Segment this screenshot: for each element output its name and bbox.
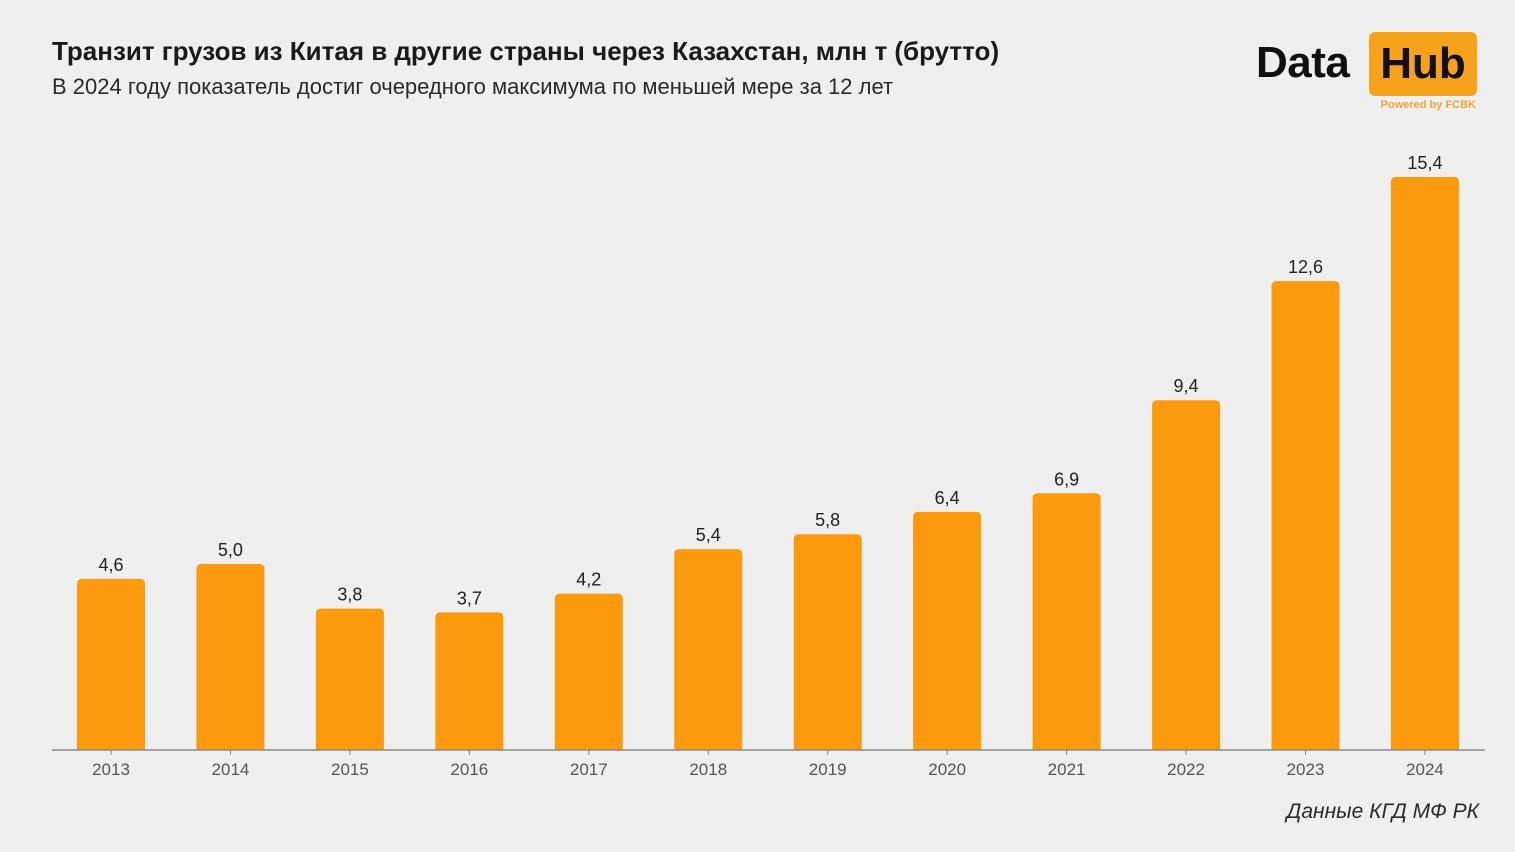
data-label: 5,8 (815, 510, 840, 530)
datahub-logo: Data Hub Powered by FCBK (1256, 32, 1480, 114)
data-label: 3,8 (337, 585, 362, 605)
data-label: 4,2 (576, 570, 601, 590)
x-tick-label: 2021 (1048, 760, 1086, 779)
chart-title: Транзит грузов из Китая в другие страны … (52, 36, 1000, 66)
x-tick-label: 2018 (689, 760, 727, 779)
x-tick-label: 2015 (331, 760, 369, 779)
bar (1390, 177, 1459, 750)
x-tick-label: 2017 (570, 760, 608, 779)
x-tick-label: 2013 (92, 760, 130, 779)
bar (674, 549, 743, 750)
data-label: 6,9 (1054, 469, 1079, 489)
bar (554, 593, 623, 750)
logo-word-hub: Hub (1369, 32, 1477, 96)
bar (1032, 493, 1101, 750)
x-tick-label: 2019 (809, 760, 847, 779)
logo-word-data: Data (1256, 38, 1350, 87)
x-tick-label: 2024 (1406, 760, 1444, 779)
x-tick-label: 2020 (928, 760, 966, 779)
x-tick-label: 2023 (1287, 760, 1325, 779)
data-label: 6,4 (935, 488, 960, 508)
x-tick-label: 2014 (212, 760, 250, 779)
bar (913, 511, 982, 750)
logo-powered-by: Powered by FCBK (1380, 99, 1476, 111)
data-label: 5,4 (696, 525, 721, 545)
bar (77, 578, 145, 750)
data-label: 12,6 (1288, 257, 1323, 277)
data-label: 3,7 (457, 588, 482, 608)
data-label: 9,4 (1174, 376, 1199, 396)
data-label: 15,4 (1407, 153, 1442, 173)
chart-subtitle: В 2024 году показатель достиг очередного… (52, 74, 894, 99)
bar (196, 563, 265, 750)
x-tick-label: 2022 (1167, 760, 1205, 779)
bar (1271, 281, 1340, 750)
data-source: Данные КГД МФ РК (1286, 800, 1479, 823)
data-label: 5,0 (218, 540, 243, 560)
bar (1152, 400, 1221, 750)
bar (315, 608, 384, 750)
data-label: 4,6 (98, 555, 123, 575)
bar (435, 612, 504, 750)
bar (793, 534, 862, 750)
x-tick-label: 2016 (450, 760, 488, 779)
